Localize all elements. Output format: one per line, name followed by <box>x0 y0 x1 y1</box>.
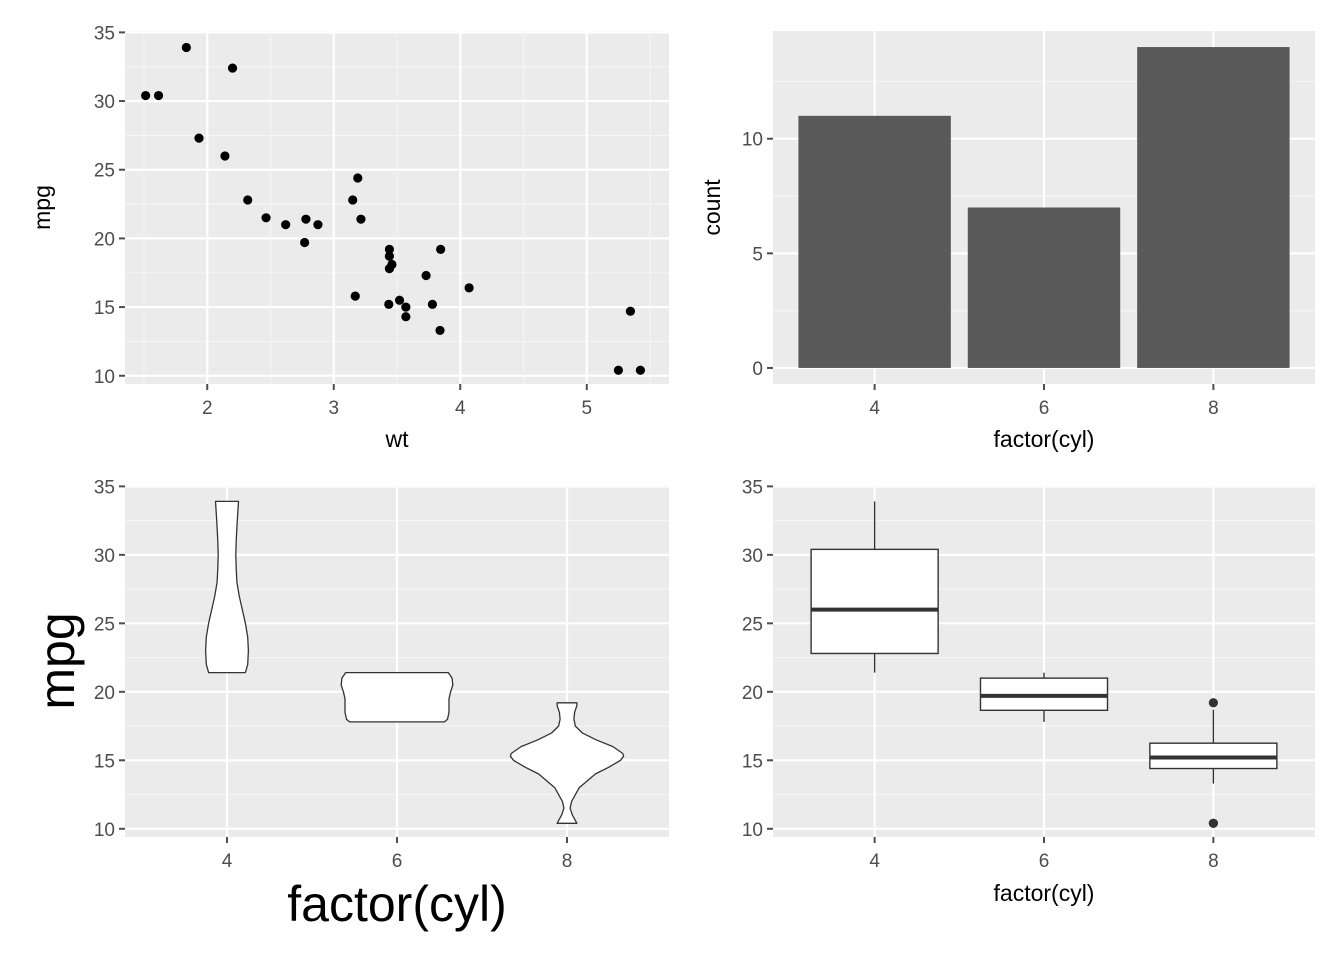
y-tick-label: 15 <box>94 751 115 772</box>
violin-shape <box>509 702 625 824</box>
data-point <box>401 312 411 322</box>
y-axis-title: mpg <box>29 185 55 230</box>
x-axis-title: factor(cyl) <box>287 876 506 932</box>
data-point <box>220 151 230 161</box>
x-tick-label: 6 <box>1039 851 1050 872</box>
x-axis-title: factor(cyl) <box>994 426 1095 452</box>
y-tick-label: 5 <box>752 244 763 265</box>
x-tick-label: 5 <box>581 398 592 419</box>
data-point <box>350 291 360 301</box>
y-tick-label: 10 <box>742 130 763 151</box>
x-tick-label: 4 <box>455 398 466 419</box>
violin-chart: 10 15 20 25 30 35 4 6 8 factor(cyl) mpg <box>29 477 669 932</box>
y-tick-label: 15 <box>94 298 115 319</box>
x-tick-label: 6 <box>392 851 403 872</box>
y-tick-label: 30 <box>94 92 115 113</box>
data-point <box>625 306 636 316</box>
y-tick-label: 35 <box>94 477 115 498</box>
y-tick-label: 10 <box>742 820 763 841</box>
data-point <box>384 244 395 254</box>
data-point <box>435 325 445 336</box>
bar <box>967 207 1121 368</box>
x-axis-title: wt <box>385 426 410 452</box>
y-tick-label: 20 <box>94 683 115 704</box>
data-point <box>141 90 151 101</box>
data-point <box>243 195 253 205</box>
outlier-point <box>1208 818 1218 828</box>
data-point <box>464 283 474 293</box>
data-point <box>356 214 366 224</box>
data-point <box>261 213 271 223</box>
data-point <box>301 214 311 224</box>
data-point <box>384 251 395 261</box>
y-tick-label: 15 <box>742 751 763 772</box>
y-tick-label: 10 <box>94 367 115 388</box>
x-tick-label: 4 <box>869 398 880 419</box>
data-point <box>394 295 405 305</box>
x-tick-label: 8 <box>1208 851 1219 872</box>
data-point <box>384 264 395 274</box>
y-tick-label: 25 <box>94 614 115 635</box>
x-tick-label: 3 <box>328 398 339 419</box>
bar-chart: 0 5 10 4 6 8 factor(cyl) count <box>699 31 1315 452</box>
data-point <box>281 220 291 230</box>
data-point <box>153 90 164 101</box>
data-point <box>348 195 358 205</box>
x-axis-title: factor(cyl) <box>994 880 1095 906</box>
data-point <box>613 365 623 375</box>
y-tick-label: 20 <box>94 229 115 250</box>
y-tick-label: 25 <box>94 161 115 182</box>
x-tick-label: 4 <box>869 851 880 872</box>
data-point <box>300 237 310 248</box>
data-point <box>181 42 191 53</box>
y-tick-label: 30 <box>94 546 115 567</box>
data-point <box>313 220 323 230</box>
data-point <box>421 270 431 281</box>
data-point <box>194 133 204 143</box>
y-tick-label: 35 <box>742 477 763 498</box>
y-axis-title: mpg <box>29 612 85 709</box>
x-tick-label: 8 <box>562 851 573 872</box>
x-tick-label: 4 <box>222 851 233 872</box>
y-tick-label: 0 <box>752 359 763 380</box>
box <box>810 548 939 655</box>
y-tick-label: 10 <box>94 820 115 841</box>
y-axis-title: count <box>699 179 725 236</box>
bar <box>798 115 951 368</box>
x-tick-label: 2 <box>202 398 213 419</box>
y-tick-label: 20 <box>742 683 763 704</box>
y-tick-label: 35 <box>94 23 115 44</box>
data-point <box>635 365 646 375</box>
bar <box>1137 47 1290 368</box>
data-point <box>436 244 446 254</box>
violin-shape <box>340 671 454 723</box>
data-point <box>427 299 438 309</box>
x-tick-label: 6 <box>1039 398 1050 419</box>
y-tick-label: 25 <box>742 614 763 635</box>
x-tick-label: 8 <box>1208 398 1219 419</box>
outlier-point <box>1208 698 1218 708</box>
y-tick-label: 30 <box>742 546 763 567</box>
violin-shape <box>204 500 250 674</box>
data-point <box>353 173 363 183</box>
scatter-chart: 10 15 20 25 30 35 2 3 4 5 wt mpg <box>29 23 669 452</box>
box-chart: 10 15 20 25 30 35 4 6 8 factor(cyl) <box>742 477 1315 906</box>
data-point <box>384 299 394 309</box>
data-point <box>401 302 411 312</box>
data-point <box>227 63 238 73</box>
